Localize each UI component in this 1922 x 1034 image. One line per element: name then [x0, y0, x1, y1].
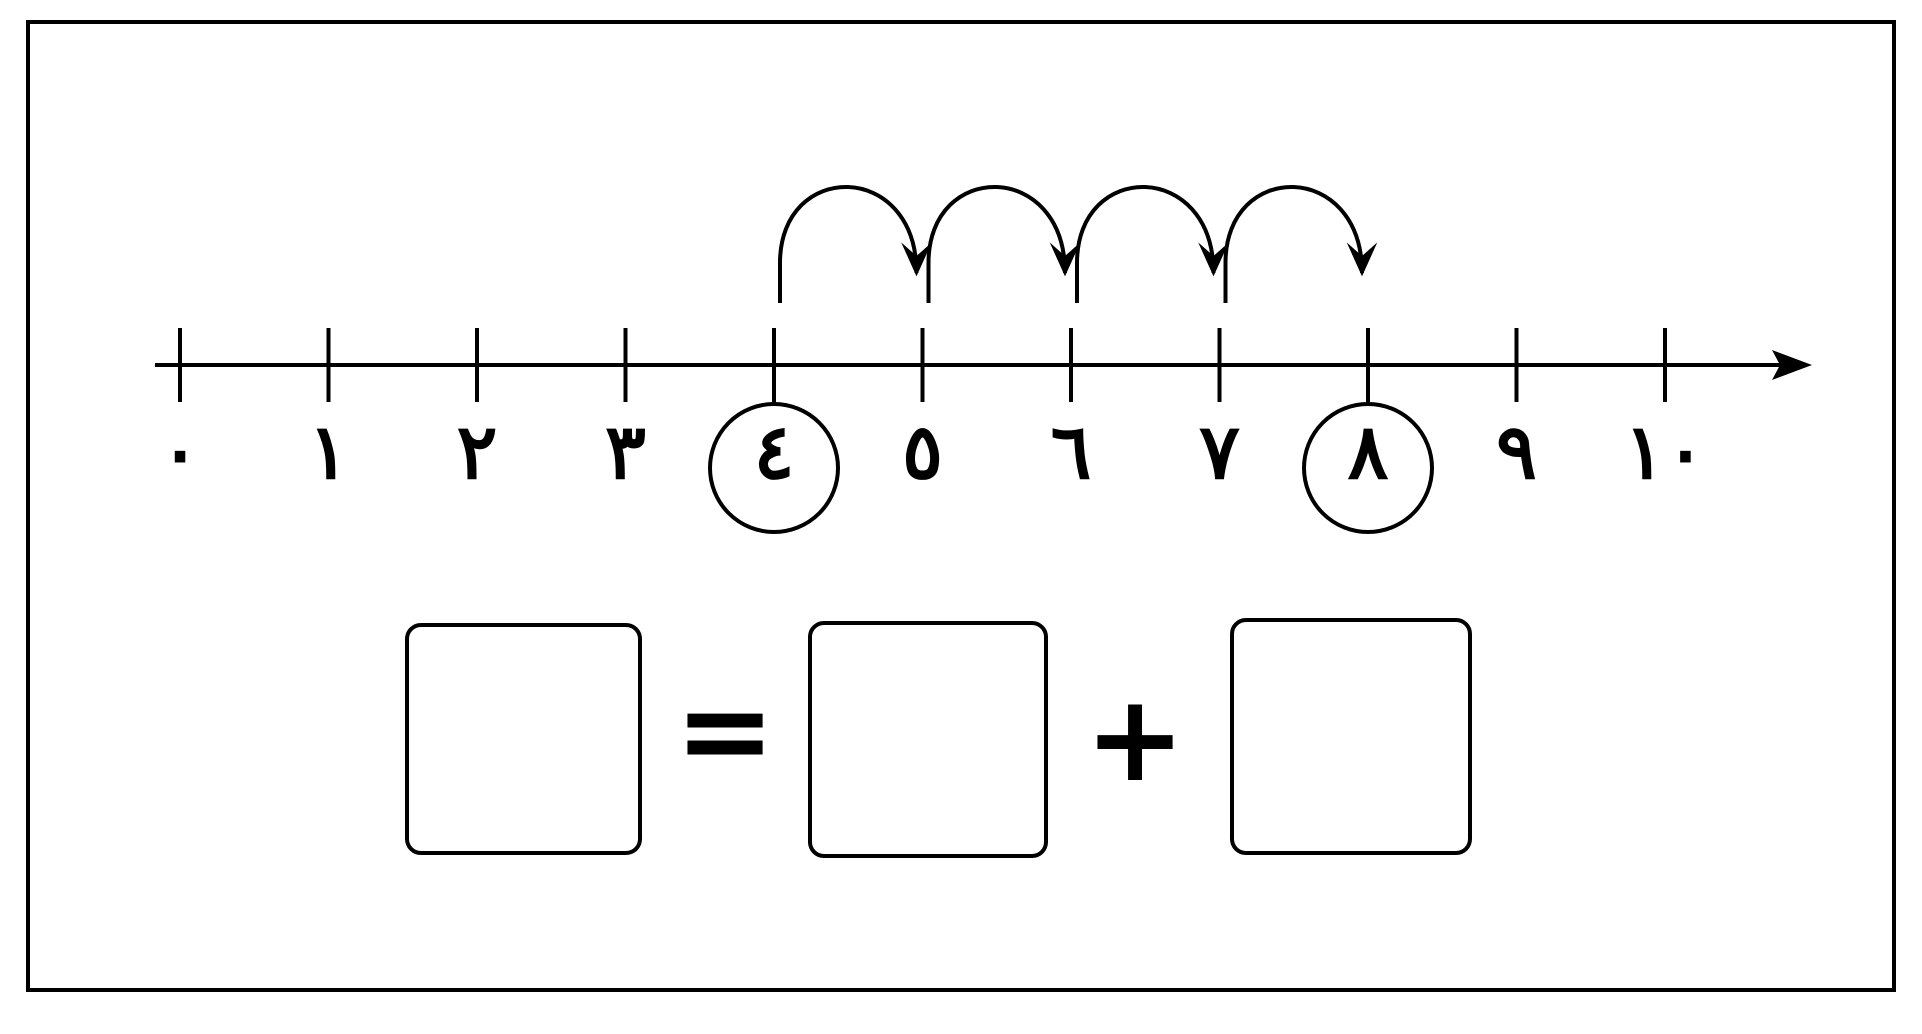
circle-mark-8 [1302, 402, 1434, 534]
tick-label-3: ٣ [605, 407, 646, 496]
jump-arrow-6-to-7 [1075, 185, 1229, 303]
answer-box[interactable] [405, 623, 642, 855]
tick-label-5: ٥ [902, 407, 943, 496]
ticks-layer [178, 328, 1667, 402]
circle-mark-4 [708, 402, 840, 534]
jump-arrow-5-to-6 [926, 185, 1081, 303]
number-line-arrowhead [1772, 350, 1812, 380]
tick-label-10: ١٠ [1624, 407, 1706, 496]
tick-label-4: ٤ [754, 407, 795, 496]
jumps-layer [778, 185, 1378, 303]
tick-label-9: ٩ [1496, 407, 1537, 496]
middle-addend-box[interactable] [808, 621, 1048, 858]
tick-labels-layer: ٠ ١ ٢ ٣ ٤ ٥ ٦ ٧ ٨ ٩ ١٠ [160, 407, 1706, 496]
first-addend-box[interactable] [1230, 618, 1472, 855]
tick-label-8: ٨ [1348, 407, 1389, 496]
jump-arrow-4-to-5 [778, 185, 932, 303]
number-line: ٠ ١ ٢ ٣ ٤ ٥ ٦ ٧ ٨ ٩ ١٠ [155, 185, 1812, 534]
tick-label-0: ٠ [160, 407, 201, 496]
jump-arrow-7-to-8 [1223, 185, 1378, 303]
equals-sign: = [675, 662, 776, 801]
tick-label-6: ٦ [1051, 407, 1092, 496]
worksheet-frame [26, 20, 1896, 992]
tick-label-1: ١ [308, 407, 349, 496]
equation-row: = + [405, 618, 1472, 858]
tick-label-2: ٢ [457, 407, 498, 496]
tick-label-7: ٧ [1199, 407, 1240, 496]
plus-sign: + [1085, 670, 1186, 809]
circled-values-layer [708, 402, 1434, 534]
